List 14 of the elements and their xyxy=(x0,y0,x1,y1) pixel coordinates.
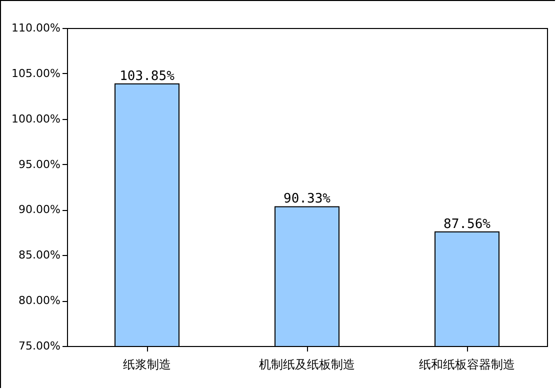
y-tick-label: 110.00% xyxy=(12,22,60,34)
y-tick-label: 95.00% xyxy=(18,158,60,171)
x-tick-label: 机制纸及纸板制造 xyxy=(259,358,355,372)
x-tick-label: 纸和纸板容器制造 xyxy=(419,358,515,372)
y-tick-label: 100.00% xyxy=(12,112,60,126)
y-tick-label: 80.00% xyxy=(18,294,60,308)
y-tick-label: 90.00% xyxy=(18,203,60,216)
data-label: 87.56% xyxy=(444,216,491,232)
y-tick-label: 105.00% xyxy=(12,66,60,80)
y-tick-label: 85.00% xyxy=(18,248,60,262)
data-label: 90.33% xyxy=(284,192,331,207)
y-tick-label: 75.00% xyxy=(18,340,60,352)
data-label: 103.85% xyxy=(120,68,175,84)
x-tick-label: 纸浆制造 xyxy=(123,358,171,372)
